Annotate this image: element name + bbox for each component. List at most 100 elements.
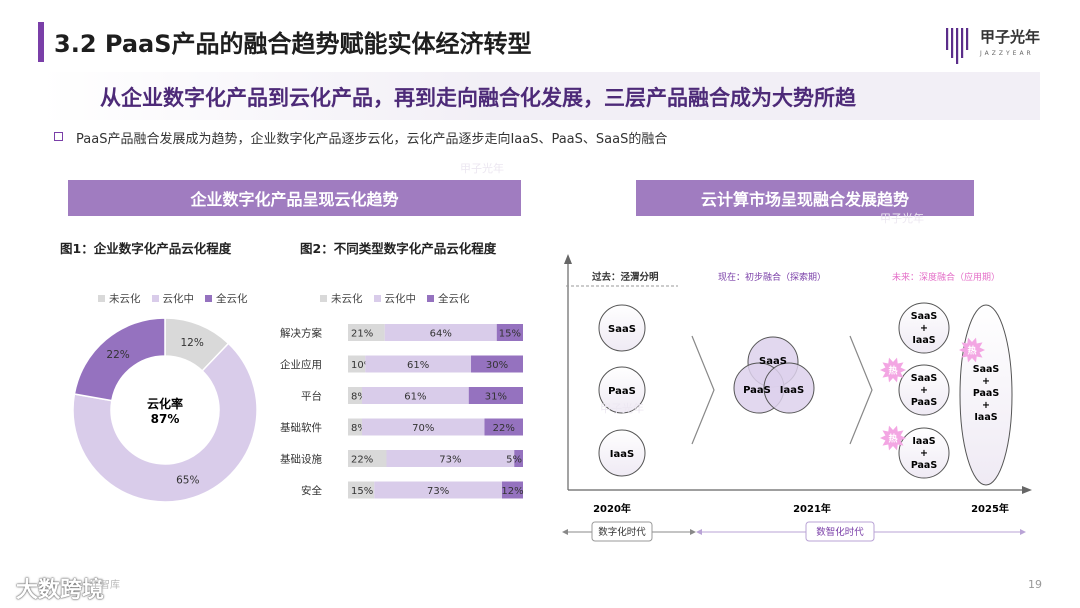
svg-text:+: + bbox=[920, 448, 928, 459]
era-digital-label: 数字化时代 bbox=[598, 526, 646, 538]
past-paas-node: PaaS bbox=[598, 366, 646, 414]
bar-category-label: 基础软件 bbox=[280, 421, 322, 434]
past-saas-node: SaaS bbox=[598, 304, 646, 352]
svg-text:+: + bbox=[920, 323, 928, 334]
legend-label-none: 未云化 bbox=[109, 293, 141, 305]
bar-value-label: 61% bbox=[407, 360, 429, 371]
bar-value-label: 70% bbox=[412, 423, 434, 434]
hot-badge-icon: 热 bbox=[880, 357, 906, 383]
svg-text:SaaS: SaaS bbox=[973, 364, 1000, 375]
bar-segment bbox=[471, 355, 523, 373]
bar-value-label: 8% bbox=[351, 392, 367, 403]
bar-value-label: 8% bbox=[351, 423, 367, 434]
bar-value-label: 73% bbox=[427, 486, 449, 497]
legend-swatch-partial bbox=[151, 295, 159, 302]
bar-segment bbox=[348, 355, 366, 373]
bar-value-label: 5% bbox=[506, 455, 522, 466]
past-iaas-node: IaaS bbox=[598, 429, 646, 477]
figure2-title: 图2：不同类型数字化产品云化程度 bbox=[300, 241, 497, 256]
footer-brand: 大数跨境 bbox=[16, 578, 105, 603]
svg-text:IaaS: IaaS bbox=[912, 436, 935, 447]
bar-value-label: 21% bbox=[351, 329, 373, 340]
figure1-legend: 未云化 云化中 全云化 bbox=[98, 291, 248, 306]
headline-band bbox=[40, 72, 1040, 120]
phase-future-label: 未来：深度融合（应用期） bbox=[892, 271, 1000, 283]
title-accent-bar bbox=[38, 22, 44, 62]
bar-segment bbox=[502, 481, 523, 499]
legend-swatch-full bbox=[427, 295, 434, 302]
bar-value-label: 22% bbox=[493, 423, 515, 434]
donut-slice-2 bbox=[72, 342, 258, 503]
donut-slice-3 bbox=[73, 317, 166, 402]
cloud-fusion-diagram: 过去：泾渭分明 现在：初步融合（探索期） 未来：深度融合（应用期） SaaS P… bbox=[562, 254, 1032, 542]
chevron-right-icon bbox=[849, 335, 873, 445]
donut-slice-label: 22% bbox=[106, 349, 129, 361]
section-header-left: 企业数字化产品呈现云化趋势 bbox=[68, 180, 521, 216]
bar-category-label: 基础设施 bbox=[280, 453, 322, 466]
bar-category-label: 平台 bbox=[301, 390, 322, 403]
year-2021: 2021年 bbox=[793, 502, 831, 515]
bar-segment bbox=[386, 450, 515, 467]
bar-segment bbox=[348, 387, 362, 404]
watermark: 甲子光年 bbox=[600, 402, 644, 415]
figure2-legend: 未云化 云化中 全云化 bbox=[320, 291, 470, 306]
bullet-text: PaaS产品融合发展成为趋势，企业数字化产品逐步云化，云化产品逐步走向IaaS、… bbox=[76, 132, 668, 147]
era-intelligent-box bbox=[805, 521, 875, 542]
bar-segment bbox=[348, 418, 362, 436]
hot-badge-icon: 热 bbox=[880, 425, 906, 451]
bar-value-label: 12% bbox=[501, 486, 523, 497]
legend-label-partial: 云化中 bbox=[384, 293, 417, 305]
svg-text:SaaS: SaaS bbox=[608, 324, 636, 335]
svg-text:SaaS: SaaS bbox=[911, 311, 938, 322]
watermark: 甲子光年 bbox=[880, 212, 924, 225]
logo-name: 甲子光年 bbox=[980, 28, 1041, 46]
bar-segment bbox=[514, 450, 523, 467]
svg-text:IaaS: IaaS bbox=[974, 412, 997, 423]
bar-value-label: 73% bbox=[439, 455, 461, 466]
bar-value-label: 15% bbox=[351, 486, 373, 497]
headline: 从企业数字化产品到云化产品，再到走向融合化发展，三层产品融合成为大势所趋 bbox=[100, 86, 856, 110]
legend-label-partial: 云化中 bbox=[162, 293, 195, 305]
y-axis-arrow-icon bbox=[564, 254, 572, 264]
bar-category-label: 解决方案 bbox=[280, 327, 322, 340]
bar-segment bbox=[348, 324, 385, 341]
bar-segment bbox=[374, 481, 502, 499]
page-number: 19 bbox=[1028, 578, 1042, 591]
legend-label-none: 未云化 bbox=[331, 293, 363, 305]
bar-segment bbox=[384, 324, 497, 341]
watermark: 甲子光年 bbox=[460, 162, 504, 175]
now-saas-label: SaaS bbox=[759, 356, 787, 367]
donut-center-value: 87% bbox=[151, 412, 180, 426]
svg-text:PaaS: PaaS bbox=[911, 397, 938, 408]
x-axis-arrow-icon bbox=[1022, 486, 1032, 494]
future-iaas-paas-node: IaaS + PaaS bbox=[898, 427, 950, 479]
future-all-node: SaaS + PaaS + IaaS bbox=[959, 304, 1013, 486]
legend-swatch-partial bbox=[373, 295, 381, 302]
hot-badge-icon: 热 bbox=[959, 337, 985, 363]
svg-text:热: 热 bbox=[888, 433, 897, 445]
figure1-title: 图1：企业数字化产品云化程度 bbox=[60, 241, 232, 256]
svg-text:+: + bbox=[920, 385, 928, 396]
bar-value-label: 30% bbox=[486, 360, 508, 371]
legend-swatch-none bbox=[320, 295, 327, 302]
era-intelligent-label: 数智化时代 bbox=[816, 526, 864, 538]
page-title: 3.2 PaaS产品的融合趋势赋能实体经济转型 bbox=[54, 30, 532, 58]
bar-segment bbox=[348, 450, 387, 467]
bar-segment bbox=[348, 481, 375, 499]
chevron-right-icon bbox=[691, 335, 715, 445]
future-saas-paas-node: SaaS + PaaS bbox=[898, 364, 950, 416]
bar-category-label: 企业应用 bbox=[280, 358, 322, 371]
svg-text:+: + bbox=[982, 400, 990, 411]
bar-segment bbox=[484, 418, 523, 436]
bar-value-label: 61% bbox=[404, 392, 426, 403]
now-overlap-nodes: SaaS PaaS IaaS bbox=[733, 336, 815, 414]
bar-value-label: 22% bbox=[351, 455, 373, 466]
phase-past-label: 过去：泾渭分明 bbox=[592, 271, 659, 283]
bar-value-label: 10% bbox=[351, 360, 373, 371]
bar-value-label: 31% bbox=[485, 392, 507, 403]
donut-slice-label: 12% bbox=[180, 337, 203, 349]
future-saas-iaas-node: SaaS + IaaS bbox=[898, 302, 950, 354]
year-2020: 2020年 bbox=[593, 502, 631, 515]
svg-text:+: + bbox=[982, 376, 990, 387]
phase-now-label: 现在：初步融合（探索期） bbox=[718, 271, 826, 283]
